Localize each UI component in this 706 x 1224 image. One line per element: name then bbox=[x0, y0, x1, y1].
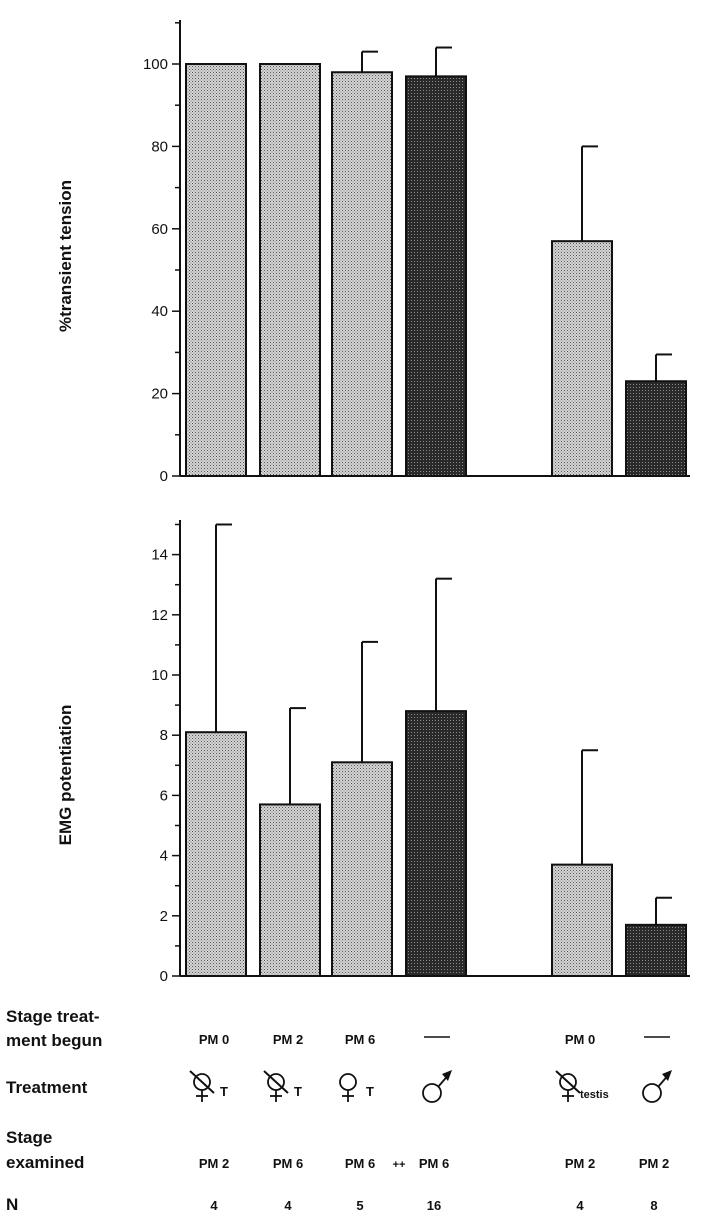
treatment-suffix: T bbox=[220, 1084, 228, 1099]
crossed-female-symbol-icon bbox=[263, 1070, 289, 1102]
y-tick-label: 40 bbox=[151, 303, 168, 320]
n-value: 16 bbox=[427, 1198, 441, 1213]
y-tick-label: 0 bbox=[160, 468, 168, 485]
y-tick-label: 100 bbox=[143, 56, 168, 73]
top-y-axis-label: %transient tension bbox=[56, 180, 75, 332]
bottom-y-axis-label: EMG potentiation bbox=[56, 705, 75, 846]
male-symbol-icon bbox=[422, 1070, 452, 1103]
stage-examined-value: PM 6 bbox=[273, 1156, 303, 1171]
treatment-suffix: T bbox=[366, 1084, 374, 1099]
y-tick-label: 2 bbox=[160, 908, 168, 925]
bar-g3 bbox=[331, 761, 393, 977]
y-tick-label: 14 bbox=[151, 547, 168, 564]
y-tick-label: 80 bbox=[151, 138, 168, 155]
stage-begun-value: — bbox=[650, 1032, 663, 1047]
row-label-treatment: Treatment bbox=[6, 1078, 88, 1097]
y-tick-label: 4 bbox=[160, 848, 168, 865]
crossed-female-symbol-icon bbox=[189, 1070, 215, 1102]
n-value: 8 bbox=[650, 1198, 657, 1213]
bar-g6 bbox=[625, 923, 687, 978]
row-label-stage-begun-1: Stage treat- bbox=[6, 1007, 100, 1026]
male-symbol-icon bbox=[642, 1070, 672, 1103]
y-tick-label: 12 bbox=[151, 607, 168, 624]
n-value: 4 bbox=[284, 1198, 292, 1213]
y-tick-label: 10 bbox=[151, 667, 168, 684]
n-value: 5 bbox=[356, 1198, 363, 1213]
bar-g5 bbox=[551, 240, 613, 477]
bar-g4 bbox=[405, 75, 467, 478]
bar-g1 bbox=[185, 63, 247, 477]
y-tick-label: 8 bbox=[160, 727, 168, 744]
bottom-panel: 0 2 4 6 8 10 12 14 bbox=[151, 520, 690, 985]
top-panel: 0 20 40 60 80 100 bbox=[143, 20, 690, 485]
row-label-n: N bbox=[6, 1195, 18, 1214]
stage-examined-value: PM 2 bbox=[639, 1156, 669, 1171]
row-label-stage-begun-2: ment begun bbox=[6, 1031, 102, 1050]
bar-g2 bbox=[259, 63, 321, 477]
bar-g5 bbox=[551, 863, 613, 978]
stage-begun-value: PM 2 bbox=[273, 1032, 303, 1047]
treatment-suffix: T bbox=[294, 1084, 302, 1099]
stage-examined-value: PM 2 bbox=[565, 1156, 595, 1171]
y-tick-label: 0 bbox=[160, 968, 168, 985]
crossed-female-symbol-icon bbox=[555, 1070, 581, 1102]
stage-examined-value: PM 6 bbox=[419, 1156, 449, 1171]
significance-mark: ++ bbox=[393, 1159, 406, 1171]
stage-begun-value: PM 6 bbox=[345, 1032, 375, 1047]
y-tick-label: 6 bbox=[160, 787, 168, 804]
bar-g1 bbox=[185, 731, 247, 977]
stage-examined-value: PM 6 bbox=[345, 1156, 375, 1171]
stage-begun-value: PM 0 bbox=[565, 1032, 595, 1047]
bar-g3 bbox=[331, 71, 393, 478]
treatment-suffix: testis bbox=[580, 1089, 609, 1101]
y-tick-label: 20 bbox=[151, 386, 168, 403]
bar-g6 bbox=[625, 380, 687, 477]
row-label-stage-examined-2: examined bbox=[6, 1153, 84, 1172]
n-value: 4 bbox=[210, 1198, 218, 1213]
y-tick-label: 60 bbox=[151, 221, 168, 238]
row-label-stage-examined-1: Stage bbox=[6, 1128, 52, 1147]
stage-begun-value: PM 0 bbox=[199, 1032, 229, 1047]
female-symbol-icon bbox=[339, 1073, 357, 1102]
n-value: 4 bbox=[576, 1198, 584, 1213]
stage-begun-value: — bbox=[430, 1032, 443, 1047]
bar-g2 bbox=[259, 803, 321, 977]
stage-examined-value: PM 2 bbox=[199, 1156, 229, 1171]
bar-g4 bbox=[405, 710, 467, 977]
